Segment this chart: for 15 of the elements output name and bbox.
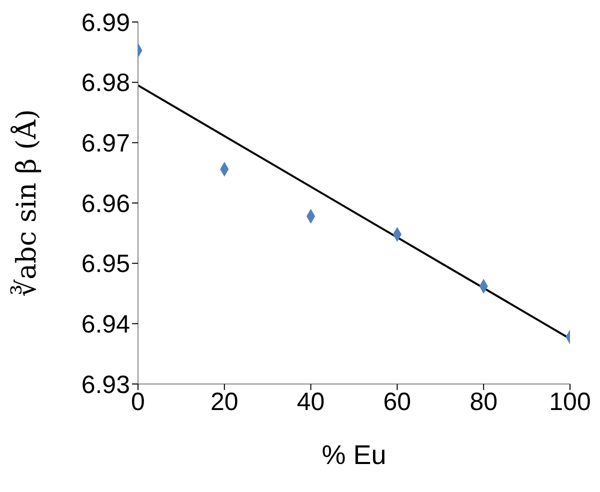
- y-tick-label: 6.93: [81, 370, 130, 399]
- x-tick-label: 40: [296, 388, 325, 416]
- x-axis-title: % Eu: [322, 440, 386, 470]
- x-tick-label: 0: [131, 388, 145, 416]
- y-tick-label: 6.99: [81, 8, 130, 37]
- x-tick-label: 100: [549, 388, 591, 416]
- y-tick-label: 6.98: [81, 69, 130, 98]
- x-tick-label: 60: [383, 388, 412, 416]
- y-tick-label: 6.94: [81, 310, 130, 339]
- x-tick-label: 20: [210, 388, 238, 416]
- y-axis-title: ∛abc sin β (Å): [10, 109, 43, 297]
- y-tick-label: 6.96: [81, 190, 130, 218]
- x-tick-label: 80: [470, 388, 498, 416]
- y-tick-label: 6.97: [81, 130, 130, 158]
- y-tick-label: 6.95: [81, 250, 130, 278]
